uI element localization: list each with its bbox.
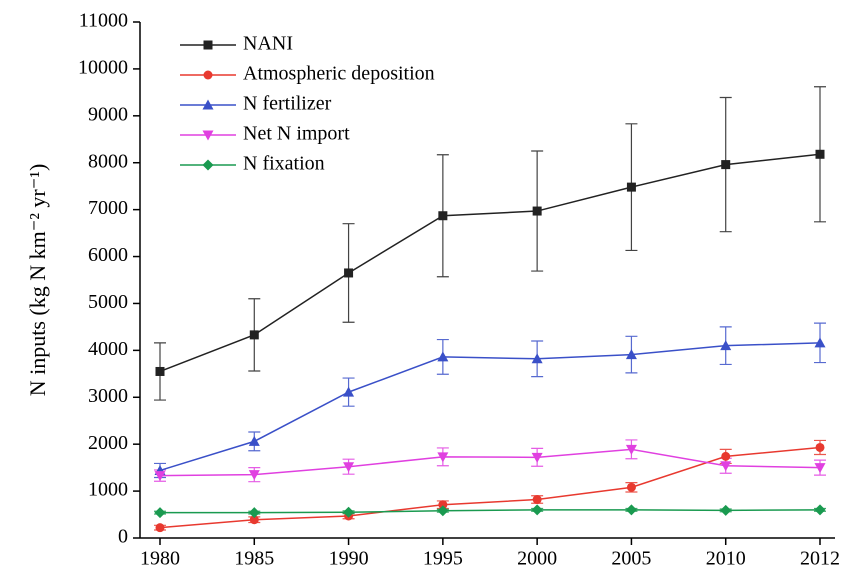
x-tick-label: 1995 <box>423 548 463 570</box>
y-tick-label: 8000 <box>88 150 128 172</box>
data-point <box>721 451 731 461</box>
data-point <box>248 470 260 481</box>
data-point <box>437 452 449 463</box>
y-tick-label: 3000 <box>88 385 128 407</box>
data-point <box>249 330 259 340</box>
data-point <box>343 386 355 397</box>
data-point <box>625 349 637 360</box>
y-tick-label: 5000 <box>88 291 128 313</box>
legend-label: Atmospheric deposition <box>243 63 435 85</box>
data-point <box>155 366 165 376</box>
legend-marker <box>202 159 214 171</box>
x-tick-label: 1985 <box>234 548 274 570</box>
data-point <box>814 463 826 474</box>
y-tick-label: 11000 <box>79 10 128 32</box>
y-tick-label: 9000 <box>88 103 128 125</box>
data-point <box>532 495 542 505</box>
series-line <box>160 509 821 514</box>
series-line <box>159 448 821 477</box>
y-axis-label: N inputs (kg N km⁻² yr⁻¹) <box>25 164 50 397</box>
legend-label: N fixation <box>243 153 325 175</box>
data-point <box>438 211 448 221</box>
legend-label: N fertilizer <box>243 93 332 115</box>
x-tick-label: 1980 <box>140 548 180 570</box>
series-line <box>159 342 821 472</box>
legend-marker <box>203 40 213 50</box>
data-point <box>625 504 637 516</box>
y-tick-label: 6000 <box>88 244 128 266</box>
data-point <box>248 435 260 446</box>
data-point <box>531 353 543 364</box>
y-tick-label: 0 <box>118 526 128 548</box>
legend-marker <box>203 70 213 80</box>
data-point <box>437 351 449 362</box>
x-tick-label: 2012 <box>800 548 840 570</box>
data-point <box>814 337 826 348</box>
legend-label: NANI <box>243 33 293 55</box>
legend-marker <box>202 130 214 141</box>
legend-label: Net N import <box>243 123 350 145</box>
x-tick-label: 2010 <box>706 548 746 570</box>
series-line <box>159 153 821 373</box>
data-point <box>815 149 825 159</box>
y-tick-label: 1000 <box>88 479 128 501</box>
data-point <box>343 462 355 473</box>
data-point <box>815 442 825 452</box>
data-point <box>626 182 636 192</box>
data-point <box>344 268 354 278</box>
y-tick-label: 4000 <box>88 338 128 360</box>
y-tick-label: 7000 <box>88 197 128 219</box>
data-point <box>720 340 732 351</box>
data-point <box>720 461 732 472</box>
x-tick-label: 2005 <box>611 548 651 570</box>
data-point <box>249 515 259 525</box>
series-line <box>159 446 821 529</box>
x-tick-label: 1990 <box>329 548 369 570</box>
y-tick-label: 10000 <box>78 57 128 79</box>
legend-marker <box>202 99 214 110</box>
data-point <box>155 523 165 533</box>
data-point <box>154 507 166 519</box>
data-point <box>531 452 543 463</box>
data-point <box>532 206 542 216</box>
data-point <box>720 504 732 516</box>
y-tick-label: 2000 <box>88 432 128 454</box>
data-point <box>531 504 543 516</box>
data-point <box>626 482 636 492</box>
data-point <box>625 444 637 455</box>
data-point <box>343 506 355 518</box>
data-point <box>438 500 448 510</box>
data-point <box>721 160 731 170</box>
data-point <box>248 507 260 519</box>
data-point <box>437 505 449 517</box>
x-tick-label: 2000 <box>517 548 557 570</box>
data-point <box>154 471 166 482</box>
data-point <box>814 504 826 516</box>
